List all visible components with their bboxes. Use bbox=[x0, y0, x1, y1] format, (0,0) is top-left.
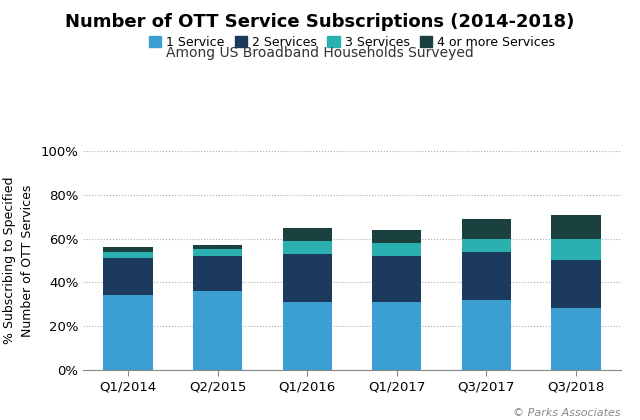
Bar bbox=[551, 215, 600, 239]
Text: Among US Broadband Households Surveyed: Among US Broadband Households Surveyed bbox=[166, 46, 474, 60]
Y-axis label: % Subscribing to Specified
Number of OTT Services: % Subscribing to Specified Number of OTT… bbox=[3, 177, 33, 344]
Bar bbox=[461, 300, 511, 370]
Bar bbox=[372, 230, 422, 243]
Bar bbox=[282, 302, 332, 370]
Bar bbox=[551, 260, 600, 308]
Bar bbox=[193, 256, 242, 291]
Bar bbox=[193, 245, 242, 249]
Bar bbox=[193, 291, 242, 370]
Bar bbox=[104, 252, 152, 258]
Bar bbox=[372, 302, 422, 370]
Bar bbox=[104, 258, 152, 295]
Bar bbox=[551, 308, 600, 370]
Bar bbox=[372, 256, 422, 302]
Bar bbox=[104, 295, 152, 370]
Bar bbox=[461, 239, 511, 252]
Bar bbox=[461, 219, 511, 239]
Bar bbox=[282, 228, 332, 241]
Bar bbox=[461, 252, 511, 300]
Bar bbox=[282, 241, 332, 254]
Bar bbox=[282, 254, 332, 302]
Legend: 1 Service, 2 Services, 3 Services, 4 or more Services: 1 Service, 2 Services, 3 Services, 4 or … bbox=[144, 31, 560, 54]
Text: © Parks Associates: © Parks Associates bbox=[513, 408, 621, 418]
Bar bbox=[193, 249, 242, 256]
Bar bbox=[104, 247, 152, 252]
Text: Number of OTT Service Subscriptions (2014-2018): Number of OTT Service Subscriptions (201… bbox=[65, 13, 575, 31]
Bar bbox=[372, 243, 422, 256]
Bar bbox=[551, 239, 600, 260]
